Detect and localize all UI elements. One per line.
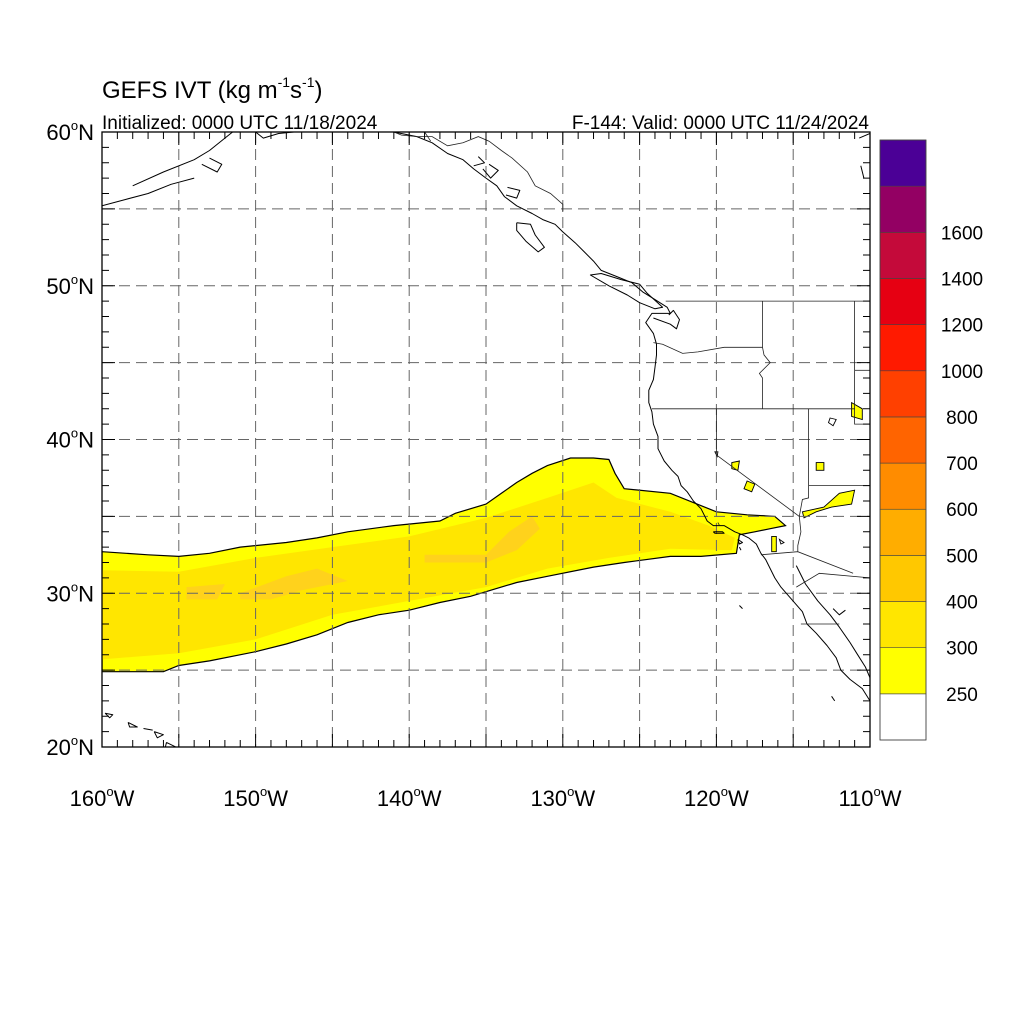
colorbar-segment bbox=[879, 324, 927, 372]
coastline bbox=[653, 309, 680, 330]
ivt-inland-patch bbox=[771, 535, 777, 553]
coastline bbox=[737, 538, 743, 545]
border-line bbox=[717, 522, 720, 526]
colorbar-segment bbox=[879, 693, 927, 741]
colorbar-label: 1000 bbox=[941, 362, 983, 383]
latitude-labels: 60oN 50oN 40oN 30oN 20oN bbox=[46, 118, 94, 760]
coastline bbox=[132, 132, 233, 187]
ivt-400-patch bbox=[424, 516, 540, 563]
colorbar-segment bbox=[879, 232, 927, 279]
colorbar-segment bbox=[879, 278, 927, 325]
title-end: ) bbox=[315, 77, 323, 104]
colorbar-segment bbox=[879, 647, 927, 695]
axis-ticks bbox=[101, 131, 871, 748]
lat-label: 20oN bbox=[46, 733, 94, 760]
colorbar-label: 700 bbox=[946, 454, 978, 475]
coastline bbox=[143, 728, 153, 731]
border-line bbox=[796, 572, 870, 588]
coastlines bbox=[102, 132, 870, 747]
coastline bbox=[153, 731, 164, 739]
longitude-labels: 160oW 150oW 140oW 130oW 120oW 110oW bbox=[70, 784, 902, 811]
lake-outline bbox=[778, 538, 785, 545]
colorbar-segment bbox=[879, 416, 927, 464]
colorbar-frame bbox=[879, 139, 927, 741]
coastline bbox=[738, 546, 742, 551]
ivt-inland-patch bbox=[743, 480, 756, 493]
colorbar-segment bbox=[879, 370, 927, 418]
coastline bbox=[859, 133, 870, 139]
map-frame bbox=[101, 131, 871, 748]
coastline bbox=[860, 165, 865, 179]
lat-label: 60oN bbox=[46, 118, 94, 145]
map-title: GEFS IVT (kg m-1s-1) bbox=[102, 74, 323, 104]
coastline bbox=[393, 132, 870, 702]
border-line bbox=[653, 342, 763, 354]
border-line bbox=[393, 132, 564, 212]
lon-label: 110oW bbox=[838, 784, 901, 811]
title-main: GEFS IVT (kg m bbox=[102, 77, 278, 104]
colorbar-label: 1200 bbox=[941, 316, 983, 337]
coastline bbox=[473, 156, 485, 167]
title-exponent-1: -1 bbox=[278, 74, 291, 90]
lon-label: 150oW bbox=[223, 784, 288, 811]
political-borders bbox=[393, 132, 870, 625]
border-line bbox=[797, 516, 802, 552]
coastline bbox=[201, 157, 223, 173]
init-time: Initialized: 0000 UTC 11/18/2024 bbox=[102, 113, 378, 134]
coastline bbox=[589, 273, 664, 310]
coastline bbox=[104, 712, 114, 719]
coastline bbox=[712, 531, 725, 534]
colorbar-segment bbox=[879, 601, 927, 648]
coastline bbox=[795, 565, 870, 678]
coastline bbox=[516, 222, 545, 253]
coastline bbox=[482, 163, 499, 179]
colorbar-segment bbox=[879, 508, 927, 556]
colorbar-label: 250 bbox=[946, 685, 978, 706]
lon-label: 140oW bbox=[377, 784, 442, 811]
lat-lon-grid bbox=[102, 132, 870, 747]
colorbar-segment bbox=[879, 185, 927, 233]
border-line bbox=[716, 408, 800, 517]
colorbar-label: 300 bbox=[946, 639, 978, 660]
colorbar-label: 400 bbox=[946, 593, 978, 614]
colorbar-label: 800 bbox=[946, 408, 978, 429]
colorbar-label: 500 bbox=[946, 546, 978, 567]
border-line bbox=[424, 132, 432, 142]
coastline bbox=[127, 721, 138, 728]
colorbar-segment bbox=[879, 462, 927, 510]
coastline bbox=[102, 177, 195, 207]
colorbar-segment bbox=[879, 139, 927, 187]
colorbar-label: 1600 bbox=[941, 223, 983, 244]
lon-label: 130oW bbox=[530, 784, 595, 811]
colorbar-label: 1400 bbox=[941, 269, 983, 290]
colorbar-label: 600 bbox=[946, 500, 978, 521]
ivt-inland-patch bbox=[815, 462, 825, 471]
title-exponent-2: -1 bbox=[302, 74, 315, 90]
ivt-300-region bbox=[102, 482, 735, 660]
lat-label: 30oN bbox=[46, 579, 94, 606]
ivt-400-patch bbox=[240, 568, 348, 600]
lat-label: 40oN bbox=[46, 426, 94, 453]
ivt-colorbar: 250 300 400 500 600 700 800 1000 1200 1400 1600 bbox=[879, 139, 983, 741]
coastline bbox=[505, 186, 521, 199]
border-line bbox=[760, 551, 854, 574]
lake-outline bbox=[827, 417, 837, 427]
valid-time: F-144: Valid: 0000 UTC 11/24/2024 bbox=[572, 113, 870, 134]
lat-label: 50oN bbox=[46, 272, 94, 299]
title-mid: s bbox=[290, 77, 302, 104]
coastline bbox=[739, 605, 743, 609]
map-panel bbox=[101, 131, 871, 748]
ivt-400-patch bbox=[186, 584, 225, 600]
coastline bbox=[832, 608, 846, 616]
coastline bbox=[831, 696, 836, 702]
ivt-inland-patch bbox=[801, 489, 856, 519]
lon-label: 160oW bbox=[70, 784, 135, 811]
border-line bbox=[798, 408, 809, 517]
lon-label: 120oW bbox=[684, 784, 749, 811]
colorbar-segment bbox=[879, 555, 927, 602]
